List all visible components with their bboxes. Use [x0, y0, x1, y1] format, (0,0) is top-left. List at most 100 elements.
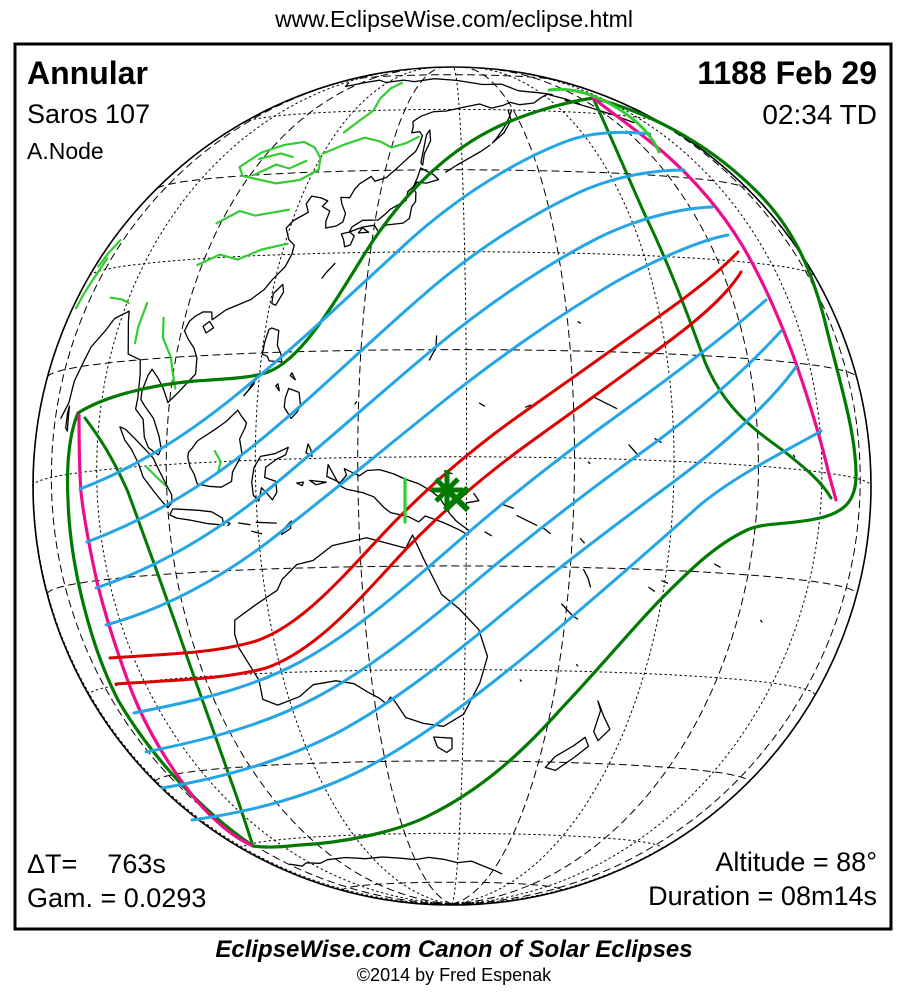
river-line: [321, 135, 420, 155]
coastline: [65, 405, 71, 432]
duration-value: Duration = 08m14s: [648, 881, 877, 911]
footer-title: EclipseWise.com Canon of Solar Eclipses: [215, 936, 693, 963]
coastline: [593, 396, 618, 410]
rise-set-curve-east: [591, 96, 833, 500]
river-line: [97, 239, 122, 268]
river-line: [238, 140, 322, 185]
river-line: [161, 316, 177, 390]
node-label: A.Node: [27, 138, 104, 164]
graticule-meridian: [451, 71, 823, 905]
coastline: [502, 503, 515, 509]
coastline: [237, 522, 251, 526]
central-path-north-limit: [108, 250, 740, 660]
coastline: [202, 320, 215, 334]
coastline: [576, 663, 579, 667]
coastline: [516, 514, 538, 526]
greatest-duration-x-marker: [442, 485, 471, 513]
eclipse-time: 02:34 TD: [762, 99, 877, 130]
coastline: [587, 461, 591, 465]
coastline: [340, 231, 355, 248]
river-line: [215, 208, 291, 225]
saros-label: Saros 107: [27, 99, 151, 129]
coastline: [661, 580, 669, 584]
coastline: [354, 401, 358, 405]
river-line: [196, 242, 289, 267]
graticule-parallel: [156, 169, 748, 189]
coastline: [648, 586, 655, 592]
coastline: [760, 619, 763, 623]
magnitude-contour-n3: [94, 205, 714, 590]
magnitude-contour-s1: [132, 298, 768, 715]
graticule-meridian: [357, 66, 453, 905]
river-line: [133, 301, 149, 345]
graticule-meridian: [443, 903, 453, 906]
coastline: [271, 283, 285, 306]
magnitude-contour-s4: [190, 429, 823, 822]
magnitude-contour-s2: [144, 329, 783, 754]
footer-copyright: ©2014 by Fred Espenak: [356, 965, 552, 985]
eclipse-type-label: Annular: [27, 55, 148, 91]
coastline: [525, 404, 532, 408]
graticule-parallel: [347, 74, 557, 81]
river-line: [144, 465, 168, 488]
graticule-meridian: [451, 903, 473, 905]
gamma-value: Gam. = 0.0293: [27, 883, 207, 913]
coastline: [255, 521, 277, 524]
coastline: [792, 454, 796, 458]
coastline: [582, 568, 592, 588]
coastline: [321, 262, 336, 279]
graticule-meridian: [451, 682, 823, 905]
graticule-parallel: [46, 565, 858, 595]
coastline: [308, 479, 327, 486]
coastline: [544, 736, 590, 772]
graticule-meridian: [451, 85, 861, 905]
graticule-parallel: [32, 456, 872, 487]
river-line: [74, 257, 109, 310]
river-line: [109, 296, 130, 305]
graticule-parallel: [343, 881, 561, 893]
graticule-parallel: [89, 251, 815, 276]
eclipse-date: 1188 Feb 29: [697, 55, 877, 91]
graticule-parallel: [47, 349, 857, 378]
magnitude-contour-s3: [160, 365, 798, 790]
coastline: [577, 321, 581, 324]
coastline: [542, 526, 551, 535]
coastline: [579, 537, 585, 544]
graticule-meridian: [50, 77, 453, 905]
max-at-sunrise-curve: [547, 87, 661, 154]
river-line: [342, 81, 403, 134]
graticule-meridian: [451, 66, 468, 905]
magnitude-contour-n2: [85, 168, 686, 544]
coastline: [296, 481, 305, 487]
sunset-curve-east: [591, 96, 838, 502]
coastline: [420, 129, 432, 166]
river-line: [252, 159, 308, 177]
graticule-meridian: [254, 67, 453, 905]
coastline: [465, 492, 480, 504]
graticule-meridian: [451, 903, 460, 906]
coastline: [445, 144, 491, 173]
graticule-parallel: [242, 832, 662, 850]
coastline: [275, 383, 280, 392]
graticule-meridian: [451, 66, 575, 905]
coastline: [169, 508, 225, 526]
magnitude-contour-n1: [78, 130, 652, 491]
coastline: [484, 531, 493, 537]
coastline: [357, 227, 370, 234]
coastline: [433, 736, 453, 754]
river-line: [258, 152, 294, 161]
magnitude-contour-n4: [104, 233, 730, 627]
coastline: [478, 402, 486, 407]
coastline: [593, 700, 611, 742]
coastline: [233, 534, 489, 727]
coastline: [713, 563, 721, 568]
coastline: [326, 463, 471, 536]
coastline: [289, 856, 503, 875]
coastline: [344, 78, 553, 96]
central-path-south-limit: [114, 270, 743, 686]
coastline: [519, 679, 522, 682]
coastline: [283, 387, 302, 420]
page-url: www.EclipseWise.com/eclipse.html: [275, 6, 633, 32]
graticule-meridian: [339, 889, 453, 905]
